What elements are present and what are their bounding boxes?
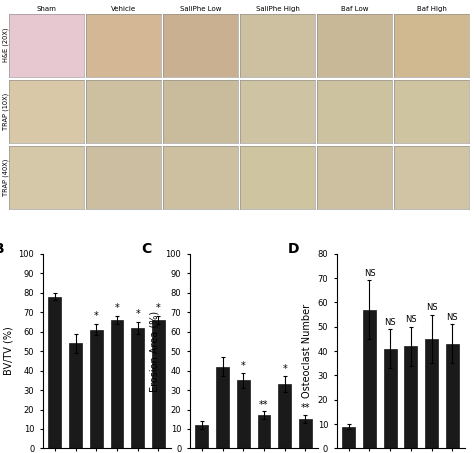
Title: SaliPhe Low: SaliPhe Low [180, 6, 222, 12]
Text: NS: NS [405, 315, 417, 324]
Bar [257, 415, 270, 448]
Title: Baf High: Baf High [417, 6, 447, 12]
Text: D: D [288, 242, 300, 256]
Text: *: * [156, 303, 161, 313]
Text: B: B [0, 242, 5, 256]
Text: *: * [136, 309, 140, 319]
Bar [425, 339, 438, 448]
Text: NS: NS [426, 303, 438, 312]
Text: NS: NS [447, 313, 458, 322]
Text: *: * [115, 303, 119, 313]
Text: NS: NS [384, 318, 396, 327]
Title: Vehicle: Vehicle [111, 6, 137, 12]
Text: C: C [141, 242, 151, 256]
Bar [384, 349, 397, 448]
Y-axis label: H&E (20X): H&E (20X) [2, 28, 9, 63]
Y-axis label: TRAP (10X): TRAP (10X) [2, 93, 9, 130]
Text: *: * [94, 311, 99, 321]
Bar [195, 425, 208, 448]
Text: **: ** [301, 404, 310, 414]
Text: NS: NS [364, 269, 375, 278]
Y-axis label: Osteoclast Number: Osteoclast Number [302, 304, 312, 398]
Bar [48, 297, 61, 448]
Bar [363, 310, 376, 448]
Title: Baf Low: Baf Low [341, 6, 369, 12]
Title: Sham: Sham [37, 6, 57, 12]
Bar [278, 384, 291, 448]
Y-axis label: Erosion Area (%): Erosion Area (%) [150, 310, 160, 392]
Bar [299, 419, 312, 448]
Bar [90, 330, 103, 448]
Text: *: * [283, 365, 287, 375]
Bar [110, 320, 123, 448]
Bar [446, 344, 459, 448]
Bar [342, 427, 355, 448]
Bar [404, 346, 417, 448]
Bar [237, 381, 250, 448]
Y-axis label: BV/TV (%): BV/TV (%) [3, 327, 13, 376]
Bar [69, 343, 82, 448]
Text: **: ** [259, 400, 269, 410]
Title: SaliPhe High: SaliPhe High [256, 6, 300, 12]
Bar [131, 328, 144, 448]
Bar [216, 366, 229, 448]
Y-axis label: TRAP (40X): TRAP (40X) [2, 159, 9, 196]
Text: *: * [241, 361, 246, 371]
Bar [152, 320, 165, 448]
